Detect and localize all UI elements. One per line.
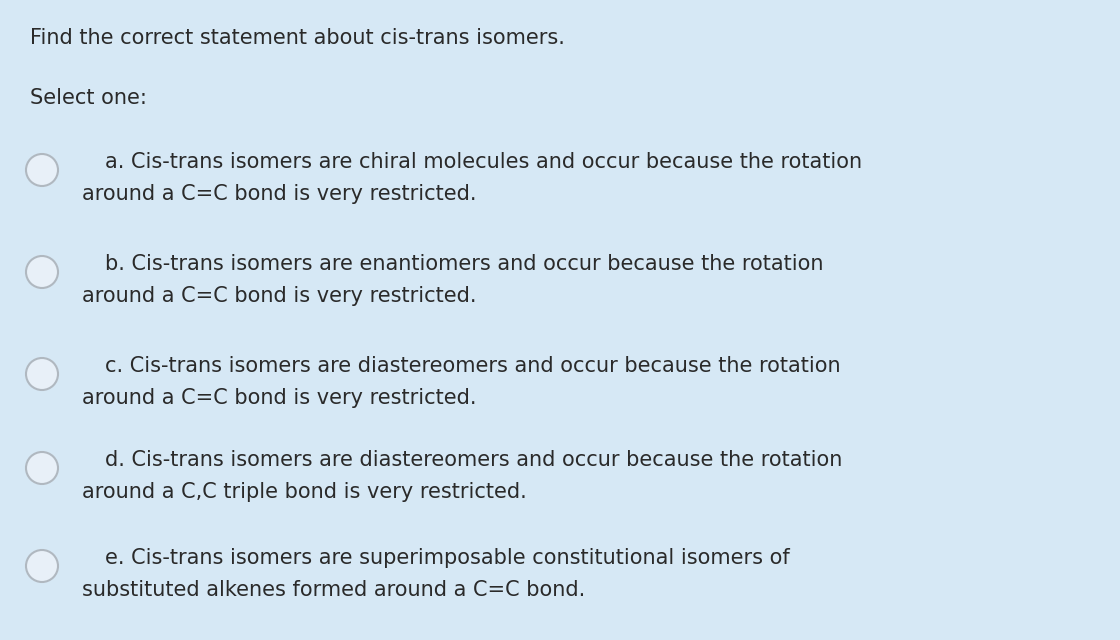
Text: Find the correct statement about cis-trans isomers.: Find the correct statement about cis-tra…: [30, 28, 564, 48]
Text: b. Cis-trans isomers are enantiomers and occur because the rotation: b. Cis-trans isomers are enantiomers and…: [105, 254, 823, 274]
Ellipse shape: [26, 550, 58, 582]
Text: Select one:: Select one:: [30, 88, 147, 108]
Text: d. Cis-trans isomers are diastereomers and occur because the rotation: d. Cis-trans isomers are diastereomers a…: [105, 450, 842, 470]
Text: around a C=C bond is very restricted.: around a C=C bond is very restricted.: [82, 286, 476, 306]
Text: around a C,C triple bond is very restricted.: around a C,C triple bond is very restric…: [82, 482, 526, 502]
Ellipse shape: [26, 358, 58, 390]
Ellipse shape: [26, 154, 58, 186]
Text: around a C=C bond is very restricted.: around a C=C bond is very restricted.: [82, 388, 476, 408]
Text: a. Cis-trans isomers are chiral molecules and occur because the rotation: a. Cis-trans isomers are chiral molecule…: [105, 152, 862, 172]
Text: e. Cis-trans isomers are superimposable constitutional isomers of: e. Cis-trans isomers are superimposable …: [105, 548, 790, 568]
Ellipse shape: [26, 452, 58, 484]
Text: c. Cis-trans isomers are diastereomers and occur because the rotation: c. Cis-trans isomers are diastereomers a…: [105, 356, 841, 376]
Ellipse shape: [26, 256, 58, 288]
Text: substituted alkenes formed around a C=C bond.: substituted alkenes formed around a C=C …: [82, 580, 586, 600]
Text: around a C=C bond is very restricted.: around a C=C bond is very restricted.: [82, 184, 476, 204]
